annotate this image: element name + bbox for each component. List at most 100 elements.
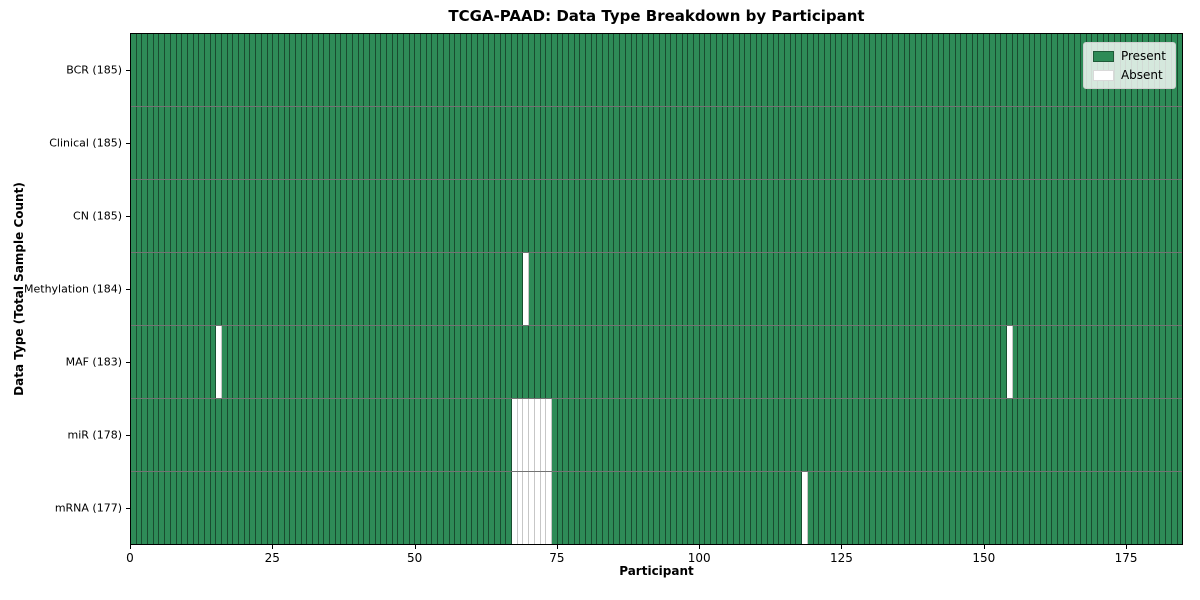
presence-cell <box>682 180 689 252</box>
presence-cell <box>438 180 444 252</box>
presence-cell <box>295 34 302 106</box>
presence-cell <box>295 180 302 252</box>
presence-cell <box>1012 472 1019 544</box>
presence-cell <box>318 180 325 252</box>
presence-cell <box>819 34 825 106</box>
presence-cell <box>1063 180 1070 252</box>
presence-cell <box>768 107 774 179</box>
presence-cell <box>1046 253 1053 325</box>
presence-cell <box>762 180 768 252</box>
presence-cell <box>375 107 382 179</box>
presence-cell <box>910 472 916 544</box>
presence-cell <box>307 180 313 252</box>
presence-cell <box>859 326 865 398</box>
presence-cell <box>301 253 308 325</box>
presence-cell <box>273 326 279 398</box>
presence-cell <box>261 253 268 325</box>
presence-cell <box>620 253 626 325</box>
presence-cell <box>836 326 842 398</box>
presence-cell <box>995 472 1002 544</box>
presence-cell <box>1012 399 1019 471</box>
presence-cell <box>1149 107 1155 179</box>
presence-cell <box>563 107 569 179</box>
presence-cell <box>199 107 205 179</box>
presence-cell <box>779 399 786 471</box>
presence-cell <box>927 399 933 471</box>
presence-cell <box>995 107 1002 179</box>
presence-cell <box>807 472 814 544</box>
presence-cell <box>187 180 194 252</box>
presence-cell <box>540 399 547 471</box>
presence-cell <box>648 326 655 398</box>
presence-cell <box>995 34 1002 106</box>
presence-cell <box>335 326 342 398</box>
presence-cell <box>489 472 495 544</box>
presence-cell <box>773 399 780 471</box>
presence-cell <box>642 107 649 179</box>
presence-cell <box>893 180 899 252</box>
presence-cell <box>768 34 774 106</box>
presence-cell <box>244 107 251 179</box>
presence-cell <box>824 399 831 471</box>
presence-cell <box>654 180 660 252</box>
presence-cell <box>176 107 183 179</box>
presence-cell <box>523 253 530 325</box>
presence-cell <box>574 180 581 252</box>
presence-cell <box>551 472 558 544</box>
presence-cell <box>1052 472 1059 544</box>
presence-cell <box>597 107 604 179</box>
presence-cell <box>824 34 831 106</box>
presence-cell <box>898 253 905 325</box>
presence-cell <box>1137 253 1144 325</box>
presence-cell <box>1114 326 1121 398</box>
presence-cell <box>148 399 154 471</box>
presence-cell <box>853 107 859 179</box>
presence-cell <box>1149 253 1155 325</box>
presence-cell <box>853 472 859 544</box>
presence-cell <box>1177 107 1183 179</box>
presence-cell <box>1132 180 1138 252</box>
presence-cell <box>239 34 245 106</box>
presence-cell <box>222 326 228 398</box>
presence-cell <box>574 34 581 106</box>
presence-cell <box>352 253 359 325</box>
presence-cell <box>915 107 922 179</box>
presence-cell <box>847 326 854 398</box>
presence-cell <box>1069 472 1076 544</box>
presence-cell <box>1126 326 1132 398</box>
presence-cell <box>1126 472 1132 544</box>
presence-cell <box>642 180 649 252</box>
presence-cell <box>1097 472 1104 544</box>
presence-cell <box>540 34 547 106</box>
presence-cell <box>404 399 410 471</box>
presence-cell <box>381 107 387 179</box>
presence-cell <box>796 180 803 252</box>
presence-cell <box>415 399 422 471</box>
presence-cell <box>1046 107 1053 179</box>
presence-cell <box>580 399 586 471</box>
presence-cell <box>1120 107 1127 179</box>
presence-cell <box>614 472 621 544</box>
presence-cell <box>421 34 427 106</box>
presence-cell <box>335 34 342 106</box>
presence-cell <box>745 399 751 471</box>
presence-cell <box>1018 253 1024 325</box>
presence-cell <box>995 253 1002 325</box>
presence-cell <box>443 472 450 544</box>
presence-cell <box>779 180 786 252</box>
presence-cell <box>989 399 996 471</box>
presence-cell <box>131 180 137 252</box>
presence-cell <box>244 34 251 106</box>
presence-cell <box>204 399 211 471</box>
data-type-row <box>131 106 1183 179</box>
presence-cell <box>1001 107 1007 179</box>
presence-cell <box>870 472 877 544</box>
presence-cell <box>580 107 586 179</box>
presence-cell <box>955 180 962 252</box>
presence-cell <box>876 107 882 179</box>
presence-cell <box>1001 34 1007 106</box>
presence-cell <box>591 180 598 252</box>
presence-cell <box>256 34 262 106</box>
presence-cell <box>819 253 825 325</box>
